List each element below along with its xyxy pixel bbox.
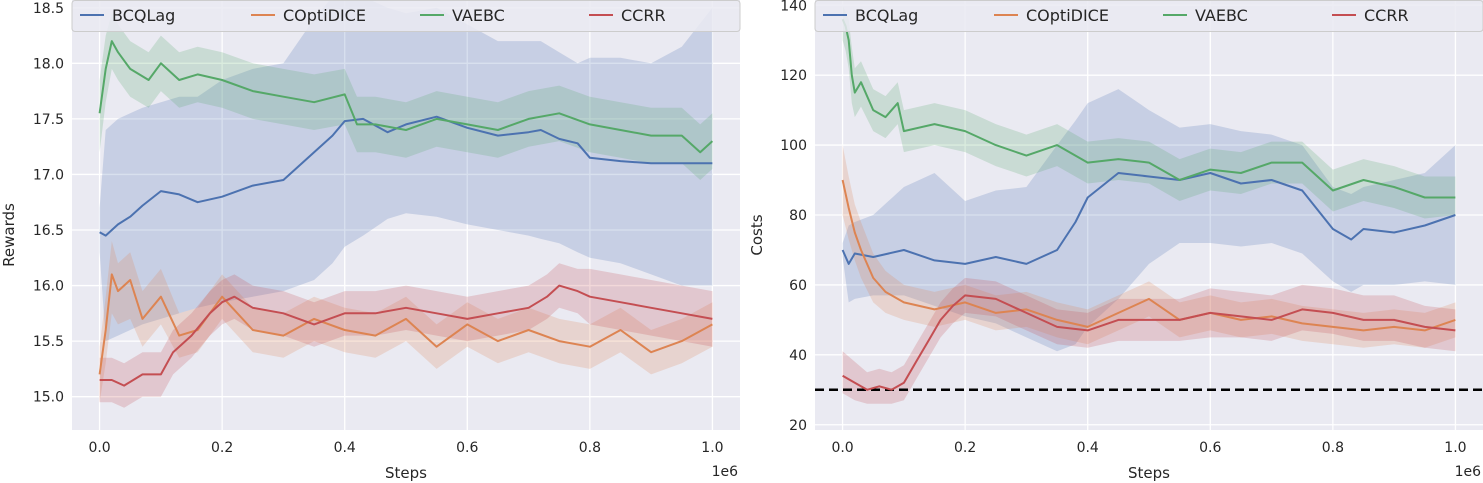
y-tick-label: 100 (780, 138, 807, 154)
line-vaebc (841, 18, 1456, 199)
y-tick-label: 15.5 (33, 334, 64, 350)
legend-label-vaebc: VAEBC (452, 6, 505, 25)
line-bcqlag (841, 172, 1456, 265)
y-tick-label: 120 (780, 68, 807, 84)
legend-box (71, 0, 741, 32)
legend-label-ccrr: CCRR (1364, 6, 1409, 25)
band-coptidice (842, 145, 1456, 348)
line-coptidice (98, 273, 713, 375)
y-tick-label: 40 (789, 348, 807, 364)
series-layer (815, 5, 1483, 404)
x-tick-label: 1.0 (701, 440, 723, 456)
x-tick-label: 0.2 (211, 440, 233, 456)
y-tick-label: 140 (780, 0, 807, 14)
line-coptidice (841, 179, 1456, 332)
x-multiplier-label: 1e6 (712, 464, 739, 480)
x-tick-label: 0.8 (1322, 440, 1344, 456)
x-axis-label: Steps (1128, 464, 1170, 482)
x-tick-label: 0.8 (579, 440, 601, 456)
x-multiplier-label: 1e6 (1455, 464, 1482, 480)
legend-label-coptidice: COptiDICE (1026, 6, 1109, 25)
line-ccrr (99, 284, 713, 387)
band-vaebc (842, 5, 1456, 219)
x-tick-label: 0.0 (831, 440, 853, 456)
band-bcqlag (99, 0, 713, 342)
x-axis-label: Steps (385, 464, 427, 482)
x-tick-label: 0.6 (456, 440, 478, 456)
y-tick-label: 80 (789, 208, 807, 224)
y-tick-label: 16.5 (33, 223, 64, 239)
legend-label-vaebc: VAEBC (1195, 6, 1248, 25)
band-bcqlag (842, 89, 1456, 352)
band-coptidice (99, 241, 713, 403)
x-tick-label: 0.6 (1199, 440, 1221, 456)
legend: BCQLag COptiDICE VAEBC CCRR (814, 0, 1483, 32)
chart-panel-1: 15.0 15.5 16.0 16.5 17.0 17.5 18.0 18.5 0.0 0.2 0.… (0, 0, 741, 482)
line-ccrr (842, 294, 1456, 391)
legend-label-coptidice: COptiDICE (283, 6, 366, 25)
chart-panel-2: 20 40 60 80 100 120 140 0.0 0.2 0.4 0.6 0.8 1.0 Steps… (748, 0, 1483, 482)
legend-box (814, 0, 1483, 32)
y-tick-label: 17.5 (33, 112, 64, 128)
y-axis-label: Rewards (0, 203, 18, 267)
x-tick-label: 0.0 (88, 440, 110, 456)
legend-label-bcqlag: BCQLag (855, 6, 918, 25)
y-tick-label: 16.0 (33, 279, 64, 295)
legend: BCQLag COptiDICE VAEBC CCRR (71, 0, 741, 32)
line-bcqlag (99, 115, 713, 237)
y-tick-label: 15.0 (33, 390, 64, 406)
band-ccrr (99, 263, 713, 408)
y-tick-label: 20 (789, 418, 807, 434)
x-tick-label: 0.2 (954, 440, 976, 456)
series-layer (98, 0, 714, 408)
line-vaebc (98, 40, 714, 154)
x-tick-label: 1.0 (1444, 440, 1466, 456)
legend-label-bcqlag: BCQLag (112, 6, 175, 25)
y-tick-label: 18.0 (33, 56, 64, 72)
y-tick-label: 17.0 (33, 167, 64, 183)
y-tick-label: 60 (789, 278, 807, 294)
y-axis-label: Costs (748, 214, 766, 255)
legend-label-ccrr: CCRR (621, 6, 666, 25)
y-tick-label: 18.5 (33, 1, 64, 17)
plot-area (72, 0, 740, 430)
x-tick-label: 0.4 (334, 440, 356, 456)
x-tick-label: 0.4 (1077, 440, 1099, 456)
